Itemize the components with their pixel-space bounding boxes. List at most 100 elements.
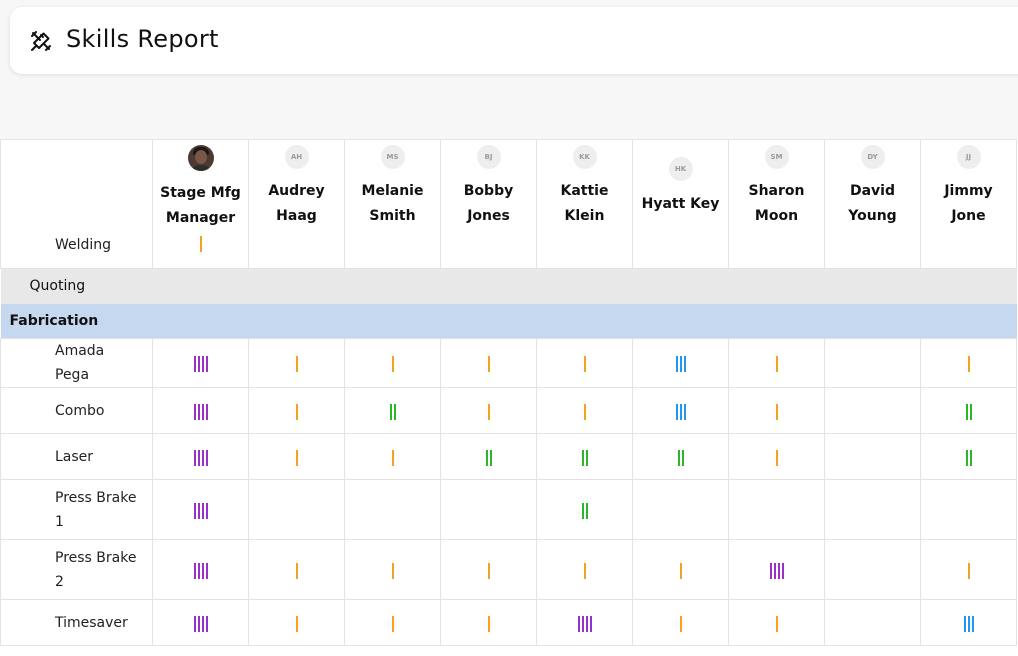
skill-row: Amada Pega — [0, 338, 1017, 388]
skill-row: Press Brake 1 — [0, 479, 1017, 540]
skill-level-cell[interactable] — [248, 539, 345, 600]
skill-level-cell[interactable] — [440, 338, 537, 388]
skill-level-cell[interactable] — [824, 539, 921, 600]
skill-level-cell[interactable] — [440, 479, 537, 540]
skill-level-cell[interactable] — [920, 539, 1017, 600]
skill-level-cell[interactable] — [632, 479, 729, 540]
skill-level-cell[interactable] — [440, 539, 537, 600]
skill-level-4-marker — [193, 502, 208, 519]
category-label[interactable]: Quoting — [29, 278, 86, 295]
skill-level-1-marker — [583, 403, 586, 420]
person-column-header[interactable]: SM Sharon Moon — [728, 139, 825, 269]
skill-level-cell[interactable] — [536, 338, 633, 388]
skill-level-cell[interactable] — [920, 479, 1017, 540]
level-bar — [969, 403, 972, 420]
person-column-header[interactable]: DY David Young — [824, 139, 921, 269]
skill-level-3-marker — [675, 403, 686, 420]
skill-level-cell[interactable] — [152, 539, 249, 600]
skill-level-cell[interactable] — [248, 599, 345, 646]
person-name-line: Stage Mfg — [160, 185, 241, 201]
skill-level-cell[interactable] — [344, 599, 441, 646]
skill-level-1-marker — [487, 615, 490, 632]
skill-level-cell[interactable] — [632, 433, 729, 480]
skill-name: Timesaver — [0, 599, 153, 646]
skill-level-cell[interactable] — [536, 387, 633, 434]
skill-level-cell[interactable] — [344, 539, 441, 600]
skill-level-cell[interactable] — [344, 338, 441, 388]
skill-level-cell[interactable] — [152, 599, 249, 646]
skill-level-cell[interactable] — [152, 433, 249, 480]
level-bar — [205, 615, 208, 632]
skill-level-cell[interactable] — [824, 338, 921, 388]
level-bar — [585, 615, 588, 632]
skill-level-1-marker — [295, 403, 298, 420]
skill-level-cell[interactable] — [632, 338, 729, 388]
skill-level-cell[interactable] — [536, 539, 633, 600]
skill-level-cell[interactable] — [824, 387, 921, 434]
person-name-line: Bobby — [463, 183, 514, 199]
level-bar — [577, 615, 580, 632]
person-column-header[interactable]: KK Kattie Klein — [536, 139, 633, 269]
skill-level-cell[interactable] — [920, 599, 1017, 646]
skill-level-cell[interactable] — [152, 338, 249, 388]
group-row[interactable]: Fabrication — [0, 303, 1017, 339]
person-column-header[interactable]: BJ Bobby Jones — [440, 139, 537, 269]
person-column-header[interactable]: AH Audrey Haag — [248, 139, 345, 269]
skill-level-cell[interactable] — [344, 387, 441, 434]
level-bar — [391, 615, 394, 632]
person-column-header[interactable]: HK Hyatt Key — [632, 139, 729, 269]
skill-level-cell[interactable] — [248, 479, 345, 540]
skill-level-cell[interactable] — [632, 387, 729, 434]
skill-level-cell[interactable] — [152, 387, 249, 434]
skill-level-cell[interactable] — [536, 599, 633, 646]
level-bar — [197, 449, 200, 466]
skill-level-cell[interactable] — [728, 479, 825, 540]
skill-level-cell[interactable] — [248, 338, 345, 388]
person-name-line: Klein — [564, 208, 605, 224]
level-bar — [965, 403, 968, 420]
skill-level-cell[interactable] — [728, 539, 825, 600]
skill-level-cell[interactable] — [824, 433, 921, 480]
person-column-header[interactable]: MS Melanie Smith — [344, 139, 441, 269]
person-column-header[interactable]: Stage Mfg Manager — [152, 139, 249, 269]
category-row[interactable]: Quoting — [0, 268, 1017, 304]
skill-level-cell[interactable] — [152, 479, 249, 540]
skill-level-cell[interactable] — [440, 599, 537, 646]
skill-level-cell[interactable] — [824, 479, 921, 540]
skill-level-cell[interactable] — [536, 433, 633, 480]
skill-level-cell[interactable] — [440, 387, 537, 434]
level-bar — [773, 562, 776, 579]
skill-level-cell[interactable] — [440, 433, 537, 480]
level-bar — [389, 403, 392, 420]
header-skill-marker — [153, 233, 248, 252]
skill-level-cell[interactable] — [728, 433, 825, 480]
skill-level-2-marker — [677, 449, 684, 466]
skill-level-cell[interactable] — [728, 387, 825, 434]
skill-level-cell[interactable] — [632, 599, 729, 646]
skill-level-cell[interactable] — [728, 599, 825, 646]
skill-level-cell[interactable] — [824, 599, 921, 646]
skill-level-cell[interactable] — [920, 338, 1017, 388]
skill-level-cell[interactable] — [632, 539, 729, 600]
level-bar — [581, 449, 584, 466]
skill-level-cell[interactable] — [728, 338, 825, 388]
skill-level-cell[interactable] — [920, 433, 1017, 480]
person-name-line: Young — [848, 208, 897, 224]
skill-level-cell[interactable] — [920, 387, 1017, 434]
skill-level-cell[interactable] — [248, 433, 345, 480]
skill-level-cell[interactable] — [248, 387, 345, 434]
level-bar — [675, 403, 678, 420]
skill-level-cell[interactable] — [344, 433, 441, 480]
skill-level-cell[interactable] — [344, 479, 441, 540]
skill-level-4-marker — [769, 562, 784, 579]
skills-report-table-container: Welding Stage Mfg Manager AH Audrey Haag MS Me… — [0, 139, 1018, 656]
skill-level-4-marker — [193, 403, 208, 420]
group-label[interactable]: Fabrication — [9, 312, 99, 329]
skill-level-cell[interactable] — [536, 479, 633, 540]
level-bar — [197, 403, 200, 420]
level-bar — [193, 449, 196, 466]
level-bar — [963, 615, 966, 632]
person-name-line: Jimmy — [944, 183, 993, 199]
person-column-header[interactable]: JJ Jimmy Jone — [920, 139, 1017, 269]
level-bar — [393, 403, 396, 420]
